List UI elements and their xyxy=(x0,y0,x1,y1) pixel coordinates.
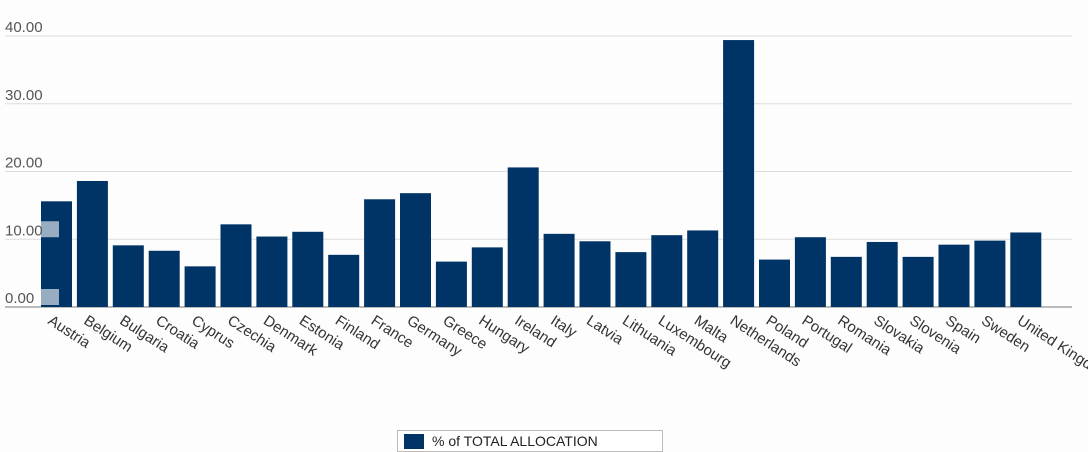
bar[interactable] xyxy=(651,235,683,307)
bar[interactable] xyxy=(364,199,396,307)
y-tick-label: 0.00 xyxy=(5,290,34,307)
bar[interactable] xyxy=(328,254,360,307)
bar[interactable] xyxy=(400,193,431,307)
legend-swatch xyxy=(404,433,424,449)
y-tick-label: 20.00 xyxy=(5,155,43,172)
bar[interactable] xyxy=(184,266,216,307)
bar[interactable] xyxy=(794,237,826,307)
x-tick-label: Latvia xyxy=(583,312,626,348)
tick-label-bg xyxy=(3,221,59,238)
bar[interactable] xyxy=(76,180,108,307)
bar[interactable] xyxy=(579,241,611,307)
y-tick-label: 10.00 xyxy=(5,222,43,239)
legend[interactable]: % of TOTAL ALLOCATION xyxy=(397,430,663,452)
y-tick-label: 30.00 xyxy=(5,87,43,104)
bar[interactable] xyxy=(759,259,790,307)
y-tick-label: 40.00 xyxy=(5,19,43,36)
bar[interactable] xyxy=(292,231,324,307)
bar[interactable] xyxy=(148,250,180,307)
bar[interactable] xyxy=(112,245,144,307)
bar[interactable] xyxy=(687,230,719,307)
bar[interactable] xyxy=(902,256,934,307)
bar[interactable] xyxy=(471,247,503,307)
bar[interactable] xyxy=(543,233,575,307)
bar[interactable] xyxy=(435,261,467,307)
bar[interactable] xyxy=(507,167,539,307)
bar[interactable] xyxy=(1010,232,1042,307)
bar[interactable] xyxy=(830,256,862,307)
bar[interactable] xyxy=(974,240,1006,307)
bar[interactable] xyxy=(938,244,970,307)
bar[interactable] xyxy=(256,236,288,307)
bar[interactable] xyxy=(723,40,755,307)
legend-label: % of TOTAL ALLOCATION xyxy=(432,433,598,449)
bar[interactable] xyxy=(220,224,252,307)
bar[interactable] xyxy=(866,241,898,307)
tick-label-bg xyxy=(3,289,59,305)
bar[interactable] xyxy=(615,252,647,307)
